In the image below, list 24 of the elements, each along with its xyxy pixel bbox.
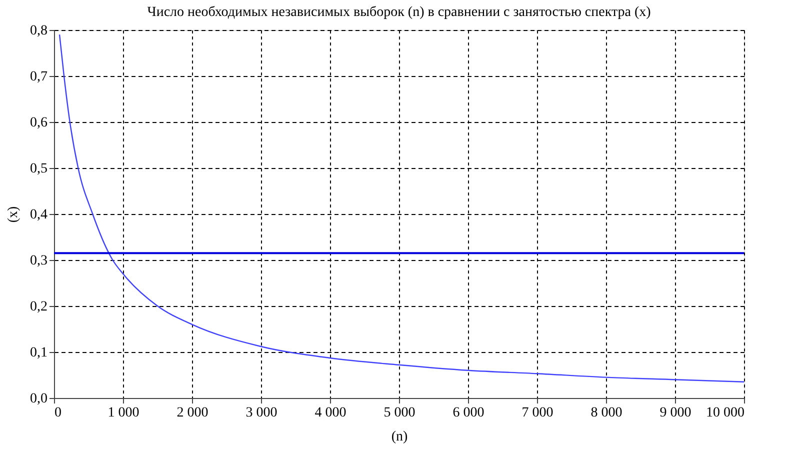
x-tick-label: 10 000	[706, 406, 744, 420]
y-tick-label: 0,6	[30, 116, 48, 130]
x-tick-label: 1 000	[108, 406, 140, 420]
x-tick-label: 9 000	[660, 406, 692, 420]
x-tick-label: 4 000	[314, 406, 346, 420]
x-axis-title: (n)	[391, 430, 408, 444]
x-tick-label: 0	[54, 406, 62, 420]
y-tick-label: 0,0	[30, 392, 48, 406]
y-tick-label: 0,4	[30, 208, 48, 222]
x-tick-label: 8 000	[590, 406, 622, 420]
y-tick-label: 0,3	[30, 254, 48, 268]
x-tick-label: 7 000	[522, 406, 554, 420]
x-tick-label: 3 000	[246, 406, 278, 420]
y-tick-label: 0,1	[30, 346, 48, 360]
x-tick-label: 2 000	[176, 406, 208, 420]
y-axis-title: (x)	[6, 206, 21, 223]
x-tick-label: 5 000	[384, 406, 416, 420]
y-tick-label: 0,8	[30, 24, 48, 38]
x-tick-label: 6 000	[452, 406, 484, 420]
y-tick-label: 0,2	[30, 300, 48, 314]
y-tick-label: 0,5	[30, 162, 48, 176]
chart-title: Число необходимых независимых выборок (n) в сравнении с занятостью спектра (x)	[147, 5, 652, 20]
line-series	[58, 34, 745, 382]
y-tick-label: 0,7	[30, 70, 48, 84]
